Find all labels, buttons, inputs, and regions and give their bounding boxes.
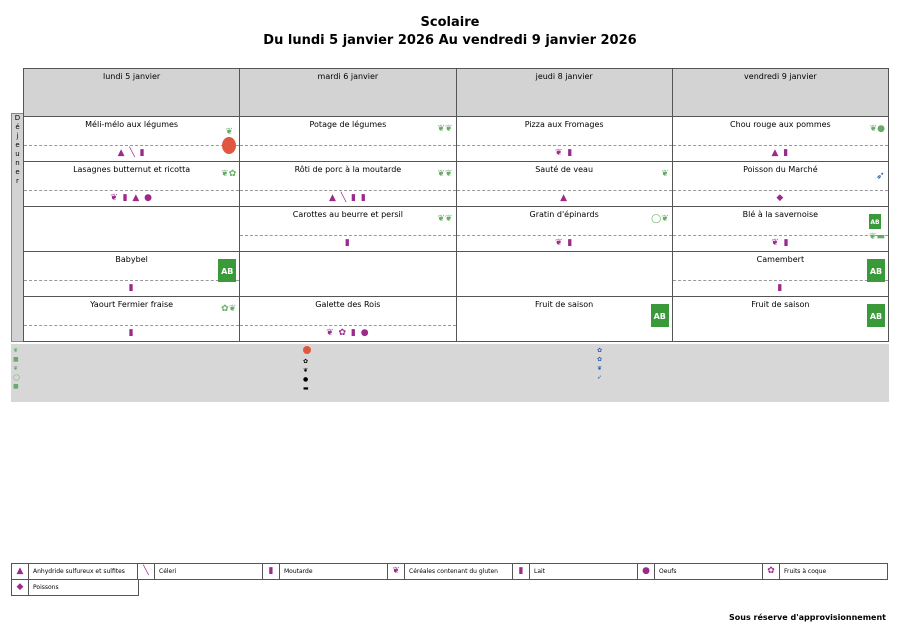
- allergen-legend: ▲ Anhydride sulfureux et sulfites ╲ Céleri…: [11, 563, 888, 596]
- veg-icon: ✿❦: [221, 304, 237, 314]
- dish: Carottes au beurre et persil: [292, 210, 403, 219]
- veg-icon: ❦: [661, 169, 669, 179]
- dish: Blé à la savernoise: [742, 210, 819, 219]
- allergen-icons: ▲ ▮: [771, 148, 790, 158]
- dish: Potage de légumes: [309, 120, 387, 129]
- dish: Babybel: [115, 255, 148, 264]
- celery-icon: ╲: [138, 564, 155, 579]
- allergen-icons: ◆: [776, 193, 785, 203]
- allergen-icons: ▮: [128, 328, 135, 338]
- tomato-icon: [222, 137, 237, 154]
- allergen-icons: ❦ ▮: [554, 148, 574, 158]
- veg-icon: ❦❦: [437, 214, 453, 224]
- tomato-icon: [303, 346, 311, 354]
- legend-label: Anhydride sulfureux et sulfites: [33, 568, 125, 575]
- day-header: lundi 5 janvier: [22, 68, 241, 117]
- label-icons-3: ✿ ✿ ❦ ➶: [597, 347, 603, 381]
- legend-label: Céréales contenant du gluten: [409, 568, 498, 575]
- bio-logo: AB: [867, 259, 885, 282]
- allergen-icons: ▮: [128, 283, 135, 293]
- page-title: Scolaire: [420, 15, 480, 30]
- veg-icon: ❦❦: [437, 124, 453, 134]
- day-header: mardi 6 janvier: [239, 68, 457, 117]
- dish: Galette des Rois: [315, 300, 381, 309]
- label-icons-2: ✿ ❦ ● ▬: [303, 346, 311, 393]
- day-header: jeudi 8 janvier: [455, 68, 673, 117]
- dish: Fruit de saison: [751, 300, 810, 309]
- dish: Camembert: [756, 255, 805, 264]
- footer-note: Sous réserve d'approvisionnement: [729, 613, 886, 622]
- label-icons: ❦ ■ ❦ ◯ ■: [13, 347, 20, 390]
- gluten-icon: ❦: [388, 564, 405, 579]
- legend-label: Oeufs: [659, 568, 677, 575]
- milk-icon: ▮: [513, 564, 530, 579]
- label-legend-band: ❦ ■ ❦ ◯ ■ ✿ ❦ ● ▬ ✿ ✿ ❦ ➶: [11, 344, 889, 402]
- dish: Rôti de porc à la moutarde: [294, 165, 402, 174]
- veg-icon: ❦▬: [868, 232, 885, 242]
- fish-icon: ➶: [875, 169, 885, 182]
- allergen-icons: ❦ ▮: [771, 238, 790, 248]
- bio-logo: AB: [650, 304, 669, 327]
- allergen-icons: ❦ ▮ ▲ ●: [110, 193, 154, 203]
- dish: Gratin d'épinards: [529, 210, 599, 219]
- date-range: Du lundi 5 janvier 2026 Au vendredi 9 ja…: [263, 33, 637, 48]
- day-header: vendredi 9 janvier: [671, 68, 890, 117]
- legend-label: Poissons: [33, 584, 59, 591]
- allergen-icons: ▲ ╲ ▮: [117, 148, 146, 158]
- dish: Sauté de veau: [535, 165, 594, 174]
- allergen-icons: ❦ ▮: [554, 238, 574, 248]
- veg-icon: ❦❦: [437, 169, 453, 179]
- veg-icon: ❦: [225, 127, 234, 137]
- legend-label: Fruits à coque: [784, 568, 827, 575]
- mustard-icon: ▮: [263, 564, 280, 579]
- allergen-icons: ❦ ✿ ▮ ●: [326, 328, 370, 338]
- allergen-icons: ▮: [777, 283, 784, 293]
- dish: Fruit de saison: [535, 300, 594, 309]
- sulfite-icon: ▲: [12, 564, 29, 579]
- nut-icon: ✿: [763, 564, 780, 579]
- allergen-icons: ▲: [560, 193, 569, 203]
- bio-logo: AB: [218, 259, 237, 282]
- fish-icon: ◆: [12, 580, 29, 595]
- legend-label: Lait: [534, 568, 546, 575]
- legend-label: Céleri: [159, 568, 177, 575]
- dish: Poisson du Marché: [743, 165, 818, 174]
- allergen-icons: ▮: [344, 238, 351, 248]
- egg-icon: ●: [638, 564, 655, 579]
- allergen-icons: ▲ ╲ ▮ ▮: [328, 193, 367, 203]
- veg-icon: ❦●: [869, 124, 885, 134]
- veg-icon: ◯❦: [651, 214, 669, 224]
- dish: Yaourt Fermier fraise: [90, 300, 174, 309]
- legend-label: Moutarde: [284, 568, 313, 575]
- dish: Chou rouge aux pommes: [730, 120, 831, 129]
- dish: Lasagnes butternut et ricotta: [73, 165, 191, 174]
- dish: Pizza aux Fromages: [524, 120, 604, 129]
- veg-icon: ❦✿: [221, 169, 237, 179]
- dish: Méli-mélo aux légumes: [85, 120, 179, 129]
- bio-logo: AB: [867, 304, 885, 327]
- bio-logo: AB: [868, 214, 881, 229]
- menu-table: lundi 5 janvier mardi 6 janvier jeudi 8 …: [22, 68, 890, 342]
